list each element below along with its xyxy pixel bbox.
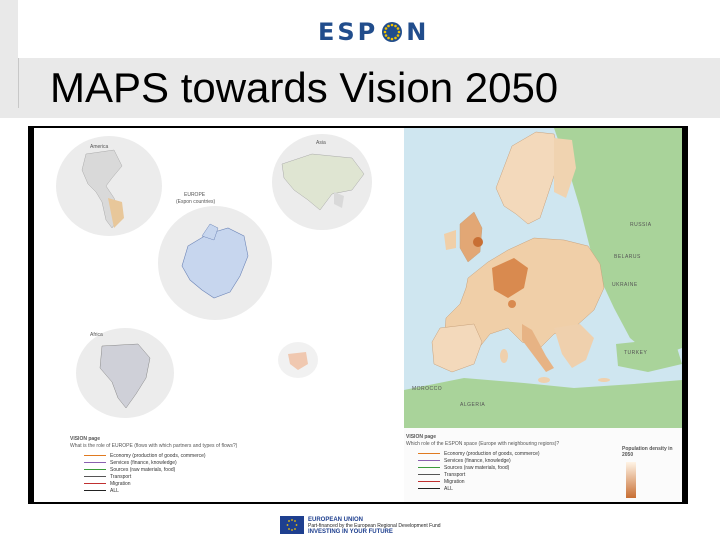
globe-europe [158,206,272,320]
legend-item: ALL [84,487,206,494]
page-title: MAPS towards Vision 2050 [50,64,559,111]
legend-line [84,455,106,456]
legend-line [418,453,440,454]
legend-item: Transport [418,471,540,478]
vision-globes-panel: America Asia EUROPE (Espon countries) Af… [34,128,402,502]
legend-label: Sources (raw materials, food) [444,464,510,471]
country-label-algeria: ALGERIA [460,402,486,408]
legend-label: ALL [110,487,119,494]
eu-stars-icon [286,519,298,531]
legend-label: ALL [444,485,453,492]
section-heading: VISION page [70,436,101,442]
eu-flag-icon [280,516,304,534]
section-heading: VISION page [406,434,437,440]
legend-label: Services (finance, knowledge) [444,457,511,464]
legend-label: Transport [110,473,132,480]
header-logo-area [18,0,720,58]
legend-label: Services (finance, knowledge) [110,459,177,466]
globe-label: Africa [90,332,103,338]
asia-map-icon [281,153,365,211]
legend-item: Services (finance, knowledge) [84,459,206,466]
legend-label: Transport [444,471,466,478]
legend-item: ALL [418,485,540,492]
legend-line [418,481,440,482]
legend-item: Sources (raw materials, food) [418,464,540,471]
africa-map-icon [99,343,151,409]
density-legend-scale [626,462,636,498]
globe-label: Asia [316,140,326,146]
country-label-turkey: TURKEY [624,350,648,356]
globe-asia: Asia [272,134,372,230]
legend-label: Economy (production of goods, commerce) [444,450,540,457]
legend-label: Sources (raw materials, food) [110,466,176,473]
eu-name: EUROPEAN UNION [308,517,364,523]
legend-line [418,467,440,468]
country-label-russia: RUSSIA [630,222,652,228]
legend-line [84,462,106,463]
country-label-belarus: BELARUS [614,254,641,260]
eu-funding-text: EUROPEAN UNION Part-financed by the Euro… [308,517,441,535]
flow-legend: Economy (production of goods, commerce) … [418,450,540,492]
europe-density-map-panel: RUSSIA BELARUS UKRAINE TURKEY MOROCCO AL… [404,128,682,502]
logo-text-right: N [406,18,430,46]
legend-item: Migration [418,478,540,485]
eu-slogan: INVESTING IN YOUR FUTURE [308,529,393,535]
legend-item: Transport [84,473,206,480]
small-region-icon [288,352,308,370]
legend-line [418,474,440,475]
legend-line [84,483,106,484]
content-image: America Asia EUROPE (Espon countries) Af… [34,128,682,502]
flow-legend: Economy (production of goods, commerce) … [84,452,206,494]
legend-item: Migration [84,480,206,487]
legend-item: Economy (production of goods, commerce) [84,452,206,459]
density-legend-title: Population density in 2050 [622,446,673,458]
globe-america: America [56,136,162,236]
globe-title: EUROPE [184,192,206,198]
legend-label: Migration [110,480,131,487]
europe-map-icon [181,223,249,299]
logo-text-left: ESP [318,18,379,46]
legend-line [418,460,440,461]
espon-logo: ESP N [318,16,429,48]
legend-item: Sources (raw materials, food) [84,466,206,473]
globe-africa: Africa [76,328,174,418]
section-question: Which role of the ESPON space (Europe wi… [406,441,560,447]
legend-item: Economy (production of goods, commerce) [418,450,540,457]
divider [18,58,19,108]
europe-density-map [404,128,682,428]
america-map-icon [81,149,124,229]
eu-stars-icon [382,22,403,42]
section-question: What is the role of EUROPE (flows with w… [70,443,238,449]
country-label-morocco: MOROCCO [412,386,443,392]
globe-subtitle: (Espon countries) [176,199,216,205]
globe-label: America [90,144,109,150]
eu-fund-line: Part-financed by the European Regional D… [308,523,441,529]
legend-label: Migration [444,478,465,485]
globe-small [278,342,318,378]
legend-label: Economy (production of goods, commerce) [110,452,206,459]
legend-line [418,488,440,489]
legend-line [84,469,106,470]
legend-line [84,476,106,477]
legend-line [84,490,106,491]
legend-item: Services (finance, knowledge) [418,457,540,464]
country-label-ukraine: UKRAINE [612,282,638,288]
